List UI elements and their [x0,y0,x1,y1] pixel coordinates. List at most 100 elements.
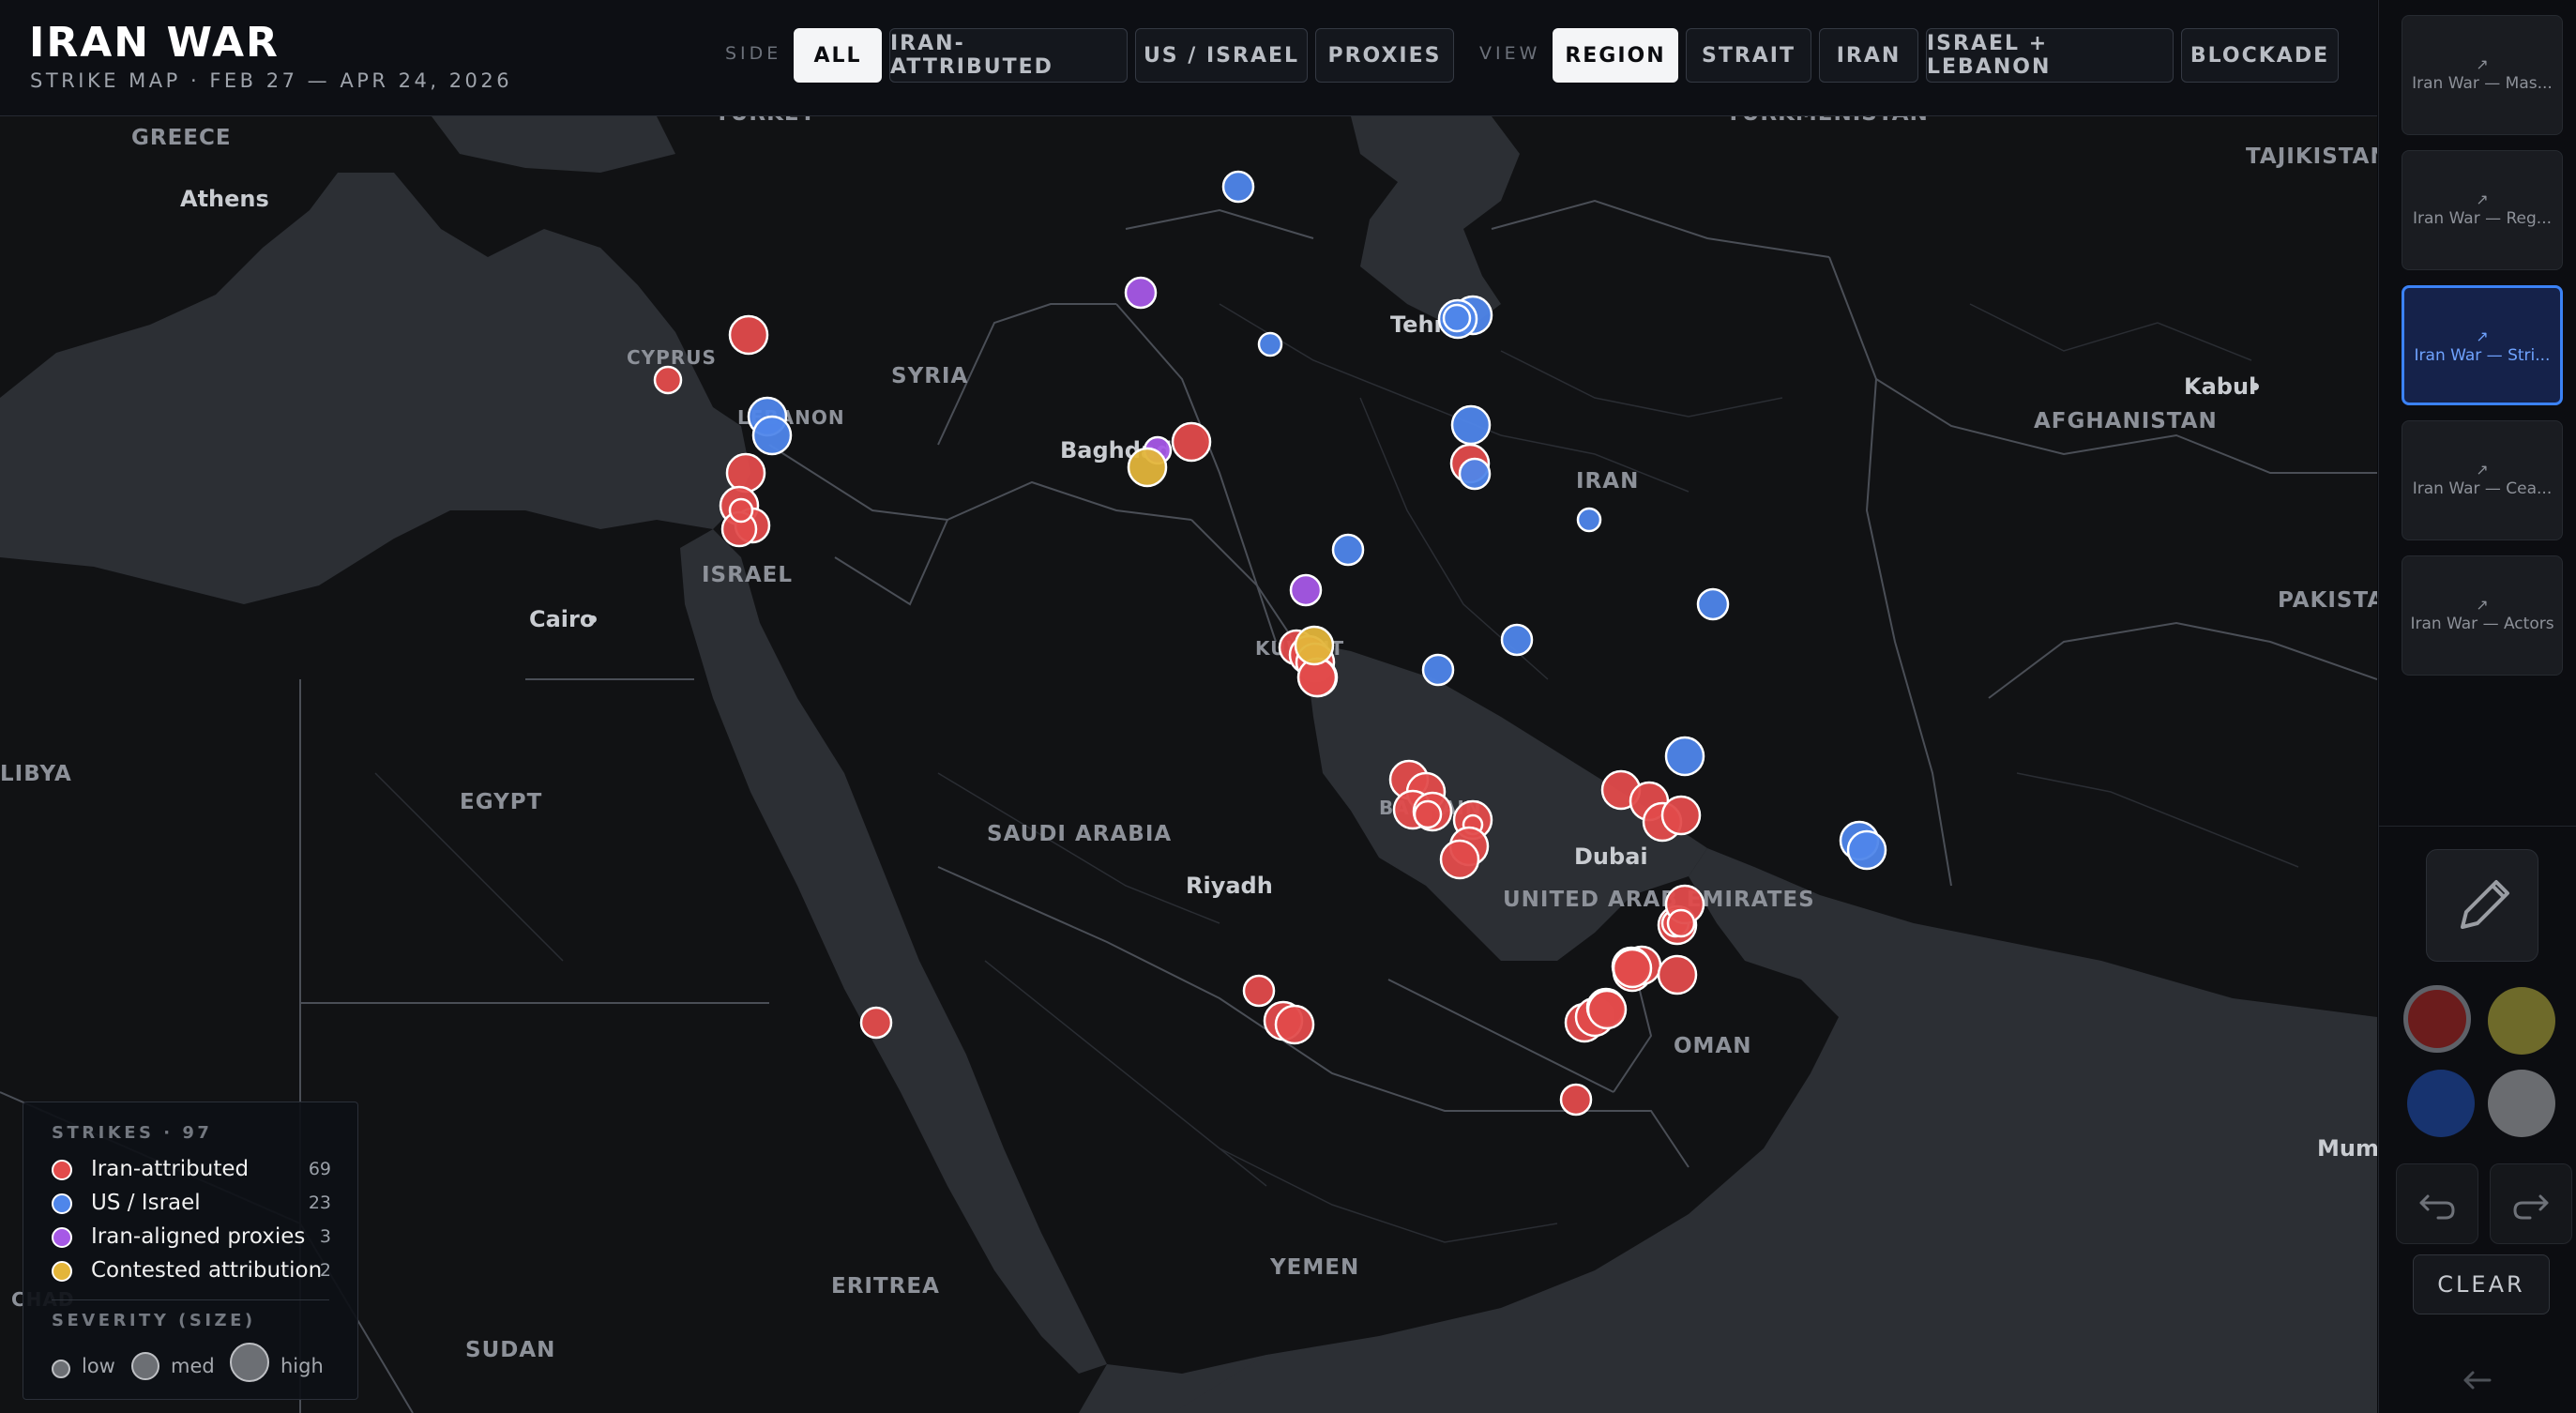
strike-marker[interactable] [1576,507,1602,533]
map-canvas[interactable]: GREECE TURKEY TURKMENISTAN TAJIKISTAN CY… [0,116,2377,1413]
legend-item-iran-attributed: Iran-attributed 69 [52,1155,352,1187]
color-swatch-gray[interactable] [2488,1070,2555,1137]
strike-marker[interactable] [1439,839,1480,880]
slide-thumbnail[interactable]: ↗ Iran War — Mas... [2402,15,2563,135]
city-dot-kabul [2251,383,2259,390]
strike-marker[interactable] [1500,623,1534,657]
strike-marker[interactable] [1274,1004,1315,1045]
strike-marker[interactable] [1666,908,1696,938]
slide-thumbnail[interactable]: ↗ Iran War — Reg... [2402,150,2563,270]
country-label-egypt: EGYPT [460,790,542,814]
country-label-greece: GREECE [131,126,232,150]
strike-marker[interactable] [1242,974,1276,1008]
strike-marker[interactable] [1127,447,1168,488]
redo-button[interactable] [2490,1163,2572,1244]
legend-divider [52,1299,329,1300]
strike-marker[interactable] [1657,954,1698,995]
side-filter-us-israel[interactable]: US / ISRAEL [1135,28,1308,83]
country-label-iran: IRAN [1576,469,1639,494]
side-filter-proxies[interactable]: PROXIES [1315,28,1454,83]
persian-gulf [1304,642,1707,961]
view-filter-israel-lebanon[interactable]: ISRAEL + LEBANON [1926,28,2174,83]
strike-marker[interactable] [1294,625,1335,666]
strike-marker[interactable] [1458,457,1492,491]
legend-label: Contested attribution [91,1258,323,1283]
side-filter-label: SIDE [725,43,782,64]
app-subtitle: STRIKE MAP · FEB 27 — APR 24, 2026 [30,69,513,92]
slide-thumbnail-label: Iran War — Stri... [2414,346,2551,365]
strike-marker[interactable] [728,314,769,356]
pen-tool-button[interactable] [2426,849,2538,962]
legend-swatch-purple [52,1227,72,1248]
strike-marker[interactable] [725,452,766,494]
strike-marker[interactable] [1450,404,1492,446]
country-label-afghanistan: AFGHANISTAN [2034,409,2218,433]
slide-thumbnail-active[interactable]: ↗ Iran War — Stri... [2402,285,2563,405]
color-swatch-dark-red[interactable] [2403,985,2471,1053]
strike-marker[interactable] [653,365,683,395]
legend-item-proxies: Iran-aligned proxies 3 [52,1223,352,1254]
strike-marker[interactable] [1257,331,1283,357]
strike-marker[interactable] [1124,276,1158,310]
strike-marker[interactable] [1696,587,1730,621]
strike-marker[interactable] [1221,170,1255,204]
strike-marker[interactable] [728,497,754,524]
strike-marker[interactable] [1289,573,1323,607]
black-sea [432,116,675,173]
sidebar-divider [2379,826,2576,827]
strike-marker[interactable] [1171,421,1212,463]
severity-med-dot [131,1352,159,1380]
strike-markers[interactable] [653,170,1887,1117]
external-link-icon: ↗ [2476,596,2489,614]
legend-count: 3 [319,1226,331,1247]
strike-marker[interactable] [1331,533,1365,567]
clear-button[interactable]: CLEAR [2413,1254,2550,1314]
app-title: IRAN WAR [29,19,280,67]
severity-low-label: low [82,1355,115,1377]
strike-marker[interactable] [1846,829,1887,871]
city-label-mumbai: Mumbai [2317,1135,2377,1162]
legend-title: STRIKES · 97 [52,1123,213,1143]
undo-button[interactable] [2396,1163,2478,1244]
strike-marker[interactable] [1413,799,1443,829]
legend-label: Iran-aligned proxies [91,1224,306,1249]
view-filter-iran[interactable]: IRAN [1819,28,1918,83]
strike-marker[interactable] [1664,736,1705,777]
country-label-turkmenistan: TURKMENISTAN [1726,116,1929,126]
country-label-eritrea: ERITREA [831,1274,940,1299]
external-link-icon: ↗ [2476,327,2489,345]
arrow-left-icon[interactable] [2458,1366,2495,1394]
city-dot-cairo [589,615,597,623]
strike-marker[interactable] [1612,948,1653,989]
arabian-sea [1079,848,2377,1413]
red-sea [680,529,1107,1374]
strike-marker[interactable] [1586,989,1628,1030]
view-filter-label: VIEW [1479,43,1541,64]
strike-marker[interactable] [1442,303,1472,333]
slide-thumbnail[interactable]: ↗ Iran War — Cea... [2402,420,2563,540]
color-swatch-navy[interactable] [2407,1070,2475,1137]
strike-marker[interactable] [1660,795,1702,836]
strike-marker[interactable] [1421,653,1455,687]
slide-thumbnail[interactable]: ↗ Iran War — Actors [2402,555,2563,676]
strike-marker[interactable] [751,415,793,456]
legend-count: 2 [319,1260,331,1281]
country-label-uae: UNITED ARAB EMIRATES [1503,888,1815,912]
side-filter-all[interactable]: ALL [794,28,882,83]
view-filter-strait[interactable]: STRAIT [1686,28,1811,83]
strike-marker[interactable] [1559,1083,1593,1117]
legend-count: 69 [308,1159,331,1179]
country-label-israel: ISRAEL [702,563,793,587]
country-label-oman: OMAN [1674,1034,1752,1058]
severity-med-label: med [171,1355,215,1377]
strike-map[interactable]: GREECE TURKEY TURKMENISTAN TAJIKISTAN CY… [0,116,2377,1413]
view-filter-region[interactable]: REGION [1553,28,1678,83]
strike-marker[interactable] [859,1006,893,1040]
view-filter-blockade[interactable]: BLOCKADE [2181,28,2339,83]
legend-count: 23 [308,1193,331,1213]
city-label-riyadh: Riyadh [1186,873,1273,899]
city-label-kabul: Kabul [2184,373,2256,400]
side-filter-iran-attributed[interactable]: IRAN-ATTRIBUTED [889,28,1128,83]
country-label-saudi-arabia: SAUDI ARABIA [987,822,1172,846]
color-swatch-olive[interactable] [2488,987,2555,1055]
